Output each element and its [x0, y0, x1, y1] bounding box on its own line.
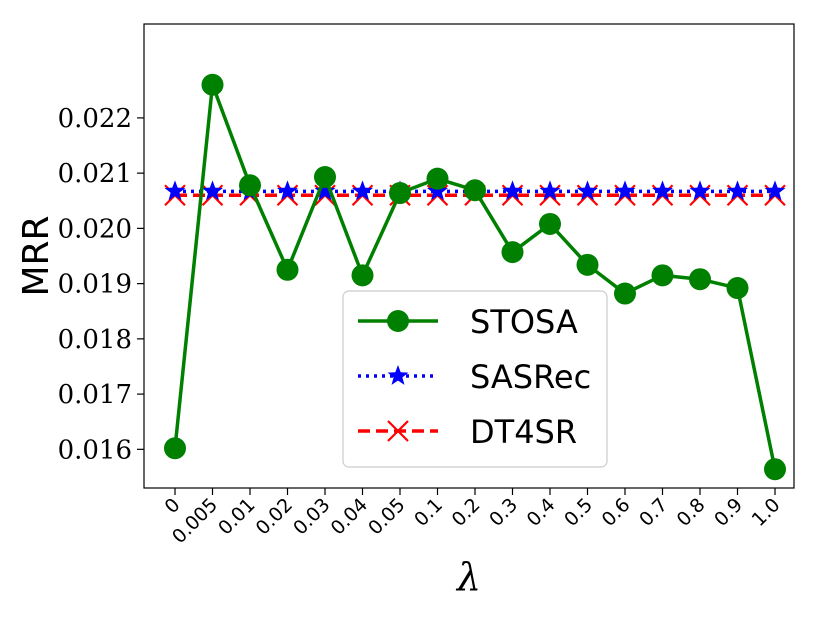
legend-box [342, 290, 608, 468]
legend-entry-dt4sr: DT4SR [358, 413, 577, 451]
x-tick-label: 0.02 [252, 494, 297, 539]
plot-frame [143, 23, 795, 489]
data-point-stosa [426, 167, 449, 190]
x-tick-label: 0.9 [710, 494, 747, 531]
data-point-stosa [689, 268, 711, 291]
x-tick-label: 1.0 [748, 494, 785, 531]
y-tick-label: 0.020 [58, 214, 132, 244]
y-tick-label: 0.017 [58, 380, 132, 410]
data-point-stosa [614, 282, 636, 305]
data-point-sasrec [314, 180, 336, 201]
data-point-sasrec [502, 180, 523, 201]
data-point-stosa [314, 166, 336, 189]
data-point-sasrec [577, 180, 598, 201]
data-point-stosa [501, 241, 524, 264]
x-tick-label: 0.1 [410, 494, 447, 531]
x-tick-label: 0.4 [523, 494, 560, 531]
x-tick-label: 0.01 [214, 494, 259, 539]
x-tick-label: 0.3 [485, 494, 522, 531]
legend-marker-stosa [387, 310, 409, 332]
y-tick-label: 0.019 [58, 270, 132, 300]
x-tick-label: 0.2 [448, 494, 485, 531]
data-point-sasrec [727, 180, 748, 201]
y-tick-label: 0.018 [58, 325, 132, 355]
data-point-stosa [276, 258, 299, 281]
x-tick-label: 0.6 [598, 494, 635, 531]
data-point-stosa [164, 437, 186, 460]
data-point-stosa [726, 277, 749, 300]
data-point-sasrec [689, 180, 711, 201]
y-tick-label: 0.021 [58, 159, 132, 189]
legend-marker-dt4sr [387, 420, 409, 442]
x-tick-label: 0.03 [289, 494, 334, 539]
legend: STOSA SASRec DT4SR [342, 290, 608, 468]
data-point-stosa [576, 253, 599, 276]
y-axis-label: MRR [16, 215, 57, 296]
legend-label-sasrec: SASRec [470, 358, 591, 396]
x-tick-label: 0.8 [673, 494, 710, 531]
x-tick-label: 0.5 [560, 494, 597, 531]
legend-label-dt4sr: DT4SR [470, 413, 577, 451]
data-point-stosa [201, 73, 224, 96]
data-point-sasrec [614, 180, 636, 201]
legend-marker-sasrec [387, 365, 409, 385]
plot-area [164, 73, 786, 481]
data-point-stosa [464, 179, 486, 202]
data-point-sasrec [652, 180, 673, 201]
y-tick-label: 0.016 [58, 435, 132, 465]
series-stosa [164, 73, 786, 481]
data-point-stosa [539, 212, 561, 235]
data-point-stosa [651, 264, 674, 287]
x-tick-label: 0.05 [364, 494, 409, 539]
data-point-stosa [351, 264, 374, 287]
data-point-sasrec [764, 180, 786, 201]
data-point-stosa [764, 458, 786, 481]
data-point-sasrec [427, 180, 448, 201]
data-point-sasrec [164, 180, 186, 201]
legend-entry-stosa: STOSA [358, 303, 578, 341]
data-point-sasrec [539, 180, 561, 201]
y-tick-label: 0.022 [58, 104, 132, 134]
data-point-sasrec [202, 180, 223, 201]
x-tick-label: 0.7 [635, 494, 672, 531]
x-axis-label: λ [455, 555, 481, 599]
data-point-stosa [239, 174, 261, 197]
data-point-stosa [389, 182, 411, 205]
x-tick-label: 0.04 [327, 494, 372, 539]
x-tick-label: 0 [160, 494, 184, 518]
legend-entry-sasrec: SASRec [358, 358, 591, 396]
data-point-sasrec [277, 180, 298, 201]
data-point-sasrec [352, 180, 373, 201]
legend-label-stosa: STOSA [470, 303, 578, 341]
